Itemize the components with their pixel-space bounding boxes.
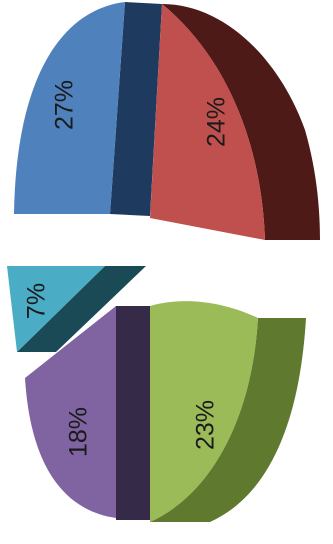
pie-slice-18-side: [116, 306, 150, 520]
pie-slice-27-side: [110, 2, 162, 216]
pie-slice-23-side: [150, 318, 306, 522]
pie-slice-group-27: 27%: [14, 2, 162, 216]
slice-label-18: 18%: [65, 407, 93, 457]
pie-slice-group-24: 24%: [150, 4, 320, 240]
slice-label-7: 7%: [23, 283, 51, 319]
slice-label-27: 27%: [51, 80, 79, 130]
pie-slice-23: [150, 301, 258, 522]
pie-slice-24-side: [162, 4, 320, 240]
pie-slice-7-side: [17, 266, 146, 352]
pie-slice-group-18: 18%: [25, 306, 150, 520]
pie-slice-group-7: 7%: [7, 266, 146, 352]
pie-slice-24: [150, 4, 265, 240]
pie-slice-group-23: 23%: [150, 301, 306, 522]
pie-slice-7: [7, 266, 105, 352]
pie-slice-27: [14, 2, 125, 214]
slice-label-24: 24%: [203, 97, 231, 147]
pie-slice-18: [25, 306, 116, 518]
slice-label-23: 23%: [192, 400, 220, 450]
